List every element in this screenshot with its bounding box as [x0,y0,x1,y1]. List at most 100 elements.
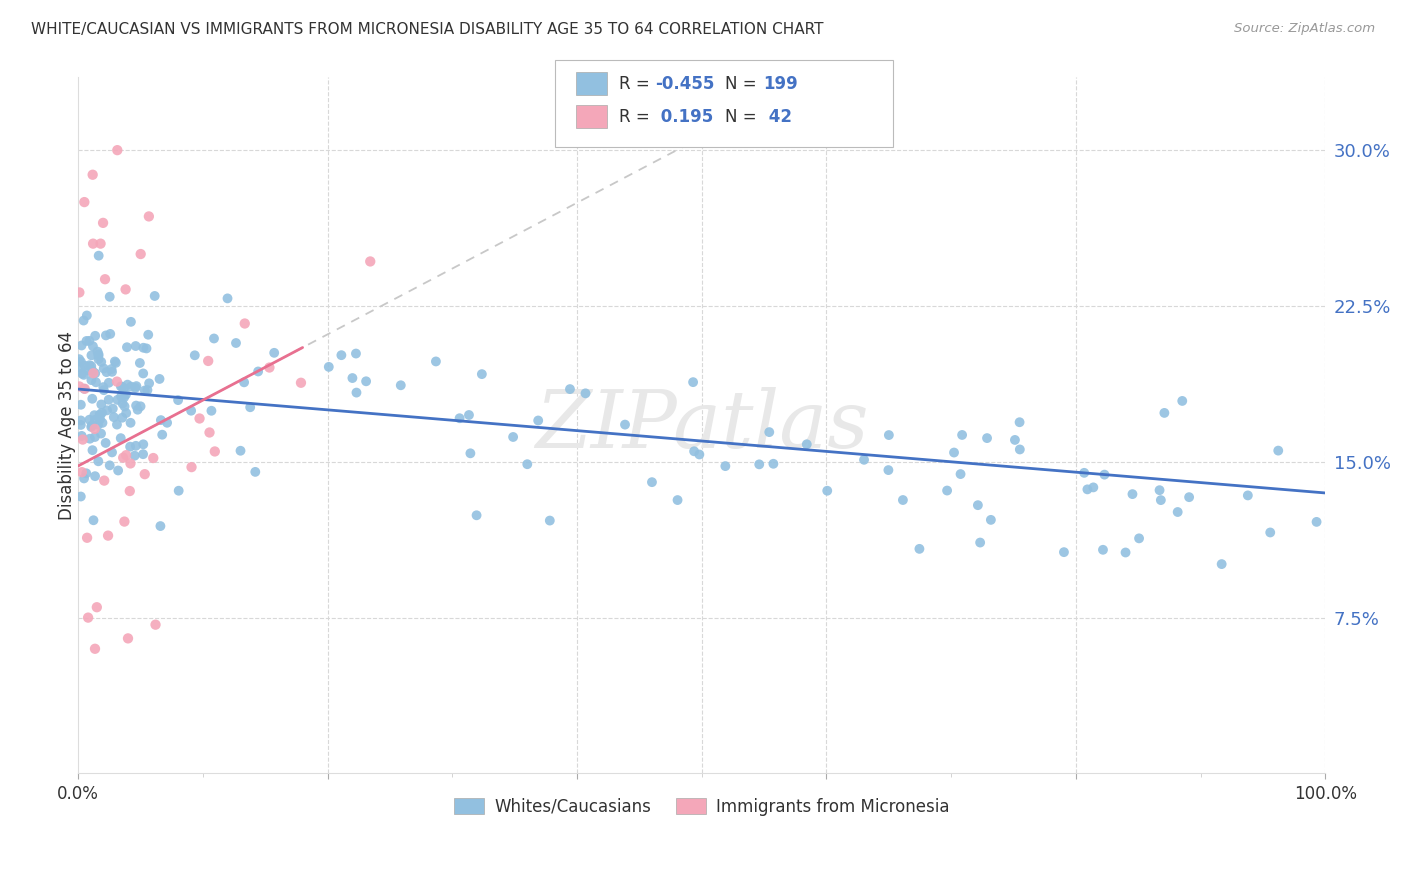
Point [82,339,104,353]
Point [79,413,101,427]
Point [233,376,256,390]
Point [73,368,96,382]
Point [103,410,125,425]
Point [1091,542,1114,557]
Point [758,425,780,439]
Point [70,429,93,443]
Point [682,375,704,389]
Point [1121,487,1143,501]
Point [90,426,112,441]
Point [82,513,104,527]
Point [112,515,135,529]
Point [124,339,146,353]
Point [69,360,91,375]
Point [84,413,107,427]
Point [129,399,152,413]
Point [91,416,114,430]
Point [124,449,146,463]
Point [94,328,117,343]
Point [943,445,966,459]
Point [132,341,155,355]
Text: R =: R = [619,75,655,93]
Point [82,443,104,458]
Text: N =: N = [725,75,762,93]
Point [1076,483,1098,497]
Point [73,382,96,396]
Point [197,354,219,368]
Point [516,457,538,471]
Point [67,285,90,300]
Point [1004,433,1026,447]
Point [290,376,312,390]
Point [127,402,149,417]
Point [132,437,155,451]
Point [389,378,412,392]
Point [853,452,876,467]
Point [762,457,785,471]
Point [502,430,524,444]
Point [87,454,110,468]
Point [688,447,710,461]
Point [91,380,114,394]
Point [83,430,105,444]
Point [120,315,142,329]
Point [188,411,211,425]
Point [1150,493,1173,508]
Point [666,493,689,508]
Point [120,440,142,454]
Point [91,216,114,230]
Point [136,383,159,397]
Point [225,336,247,351]
Point [217,292,239,306]
Point [1153,406,1175,420]
Point [87,347,110,361]
Point [354,374,377,388]
Point [117,377,139,392]
Text: -0.455: -0.455 [655,75,714,93]
Point [330,348,353,362]
Point [877,428,900,442]
Text: 199: 199 [763,75,799,93]
Point [82,168,104,182]
Point [83,408,105,422]
Point [342,371,364,385]
Point [135,342,157,356]
Point [73,382,96,396]
Point [112,450,135,465]
Point [125,379,148,393]
Point [80,418,103,433]
Point [574,386,596,401]
Point [80,420,103,434]
Point [70,465,93,479]
Y-axis label: Disability Age 35 to 64: Disability Age 35 to 64 [58,331,76,520]
Point [877,463,900,477]
Point [200,404,222,418]
Point [97,392,120,407]
Point [105,143,128,157]
Point [70,354,93,368]
Point [150,427,173,442]
Point [83,422,105,436]
Point [105,375,128,389]
Point [1178,490,1201,504]
Point [104,356,127,370]
Point [89,408,111,422]
Text: Source: ZipAtlas.com: Source: ZipAtlas.com [1234,22,1375,36]
Point [70,338,93,352]
Point [118,483,141,498]
Point [538,514,561,528]
Point [90,355,112,369]
Point [259,360,281,375]
Point [683,444,706,458]
Point [87,249,110,263]
Point [233,317,256,331]
Point [465,508,488,523]
Point [245,465,267,479]
Point [1128,532,1150,546]
Point [558,382,581,396]
Point [425,354,447,368]
Point [117,632,139,646]
Point [204,444,226,458]
Point [114,282,136,296]
Point [148,372,170,386]
